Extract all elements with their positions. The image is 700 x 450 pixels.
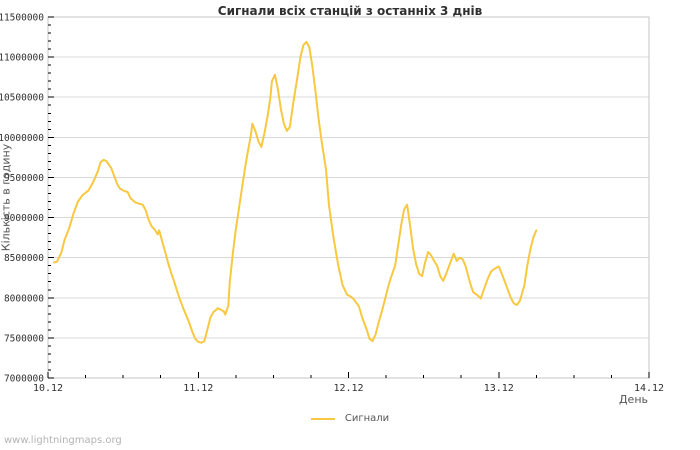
legend-series-label: Сигнали: [344, 413, 390, 424]
series-line-Сигнали: [53, 40, 538, 344]
y-tick-label: 9500000: [4, 173, 44, 184]
y-axis-title: Кількість в годину: [0, 143, 13, 252]
chart-title: Сигнали всіх станцій з останніх 3 днів: [217, 4, 483, 18]
y-tick-label: 8500000: [4, 253, 44, 264]
y-tick-label: 8000000: [4, 293, 44, 304]
y-tick-label: 11500000: [0, 13, 44, 24]
y-tick-label: 9000000: [4, 213, 44, 224]
chart-legend: Сигнали: [0, 413, 700, 424]
x-tick-label: 14.12: [634, 383, 664, 394]
y-tick-label: 10500000: [0, 93, 44, 104]
x-tick-label: 13.12: [484, 383, 514, 394]
y-tick-label: 7500000: [4, 333, 44, 344]
y-tick-label: 7000000: [4, 374, 44, 385]
y-tick-label: 10000000: [0, 133, 44, 144]
x-tick-label: 10.12: [33, 383, 63, 394]
x-tick-label: 11.12: [183, 383, 213, 394]
plot-border: [47, 16, 650, 379]
y-tick-label: 11000000: [0, 53, 44, 64]
x-axis-title: День: [618, 393, 648, 406]
x-tick-label: 12.12: [333, 383, 363, 394]
watermark-link[interactable]: www.lightningmaps.org: [4, 435, 122, 446]
legend-line-swatch: [310, 417, 335, 420]
